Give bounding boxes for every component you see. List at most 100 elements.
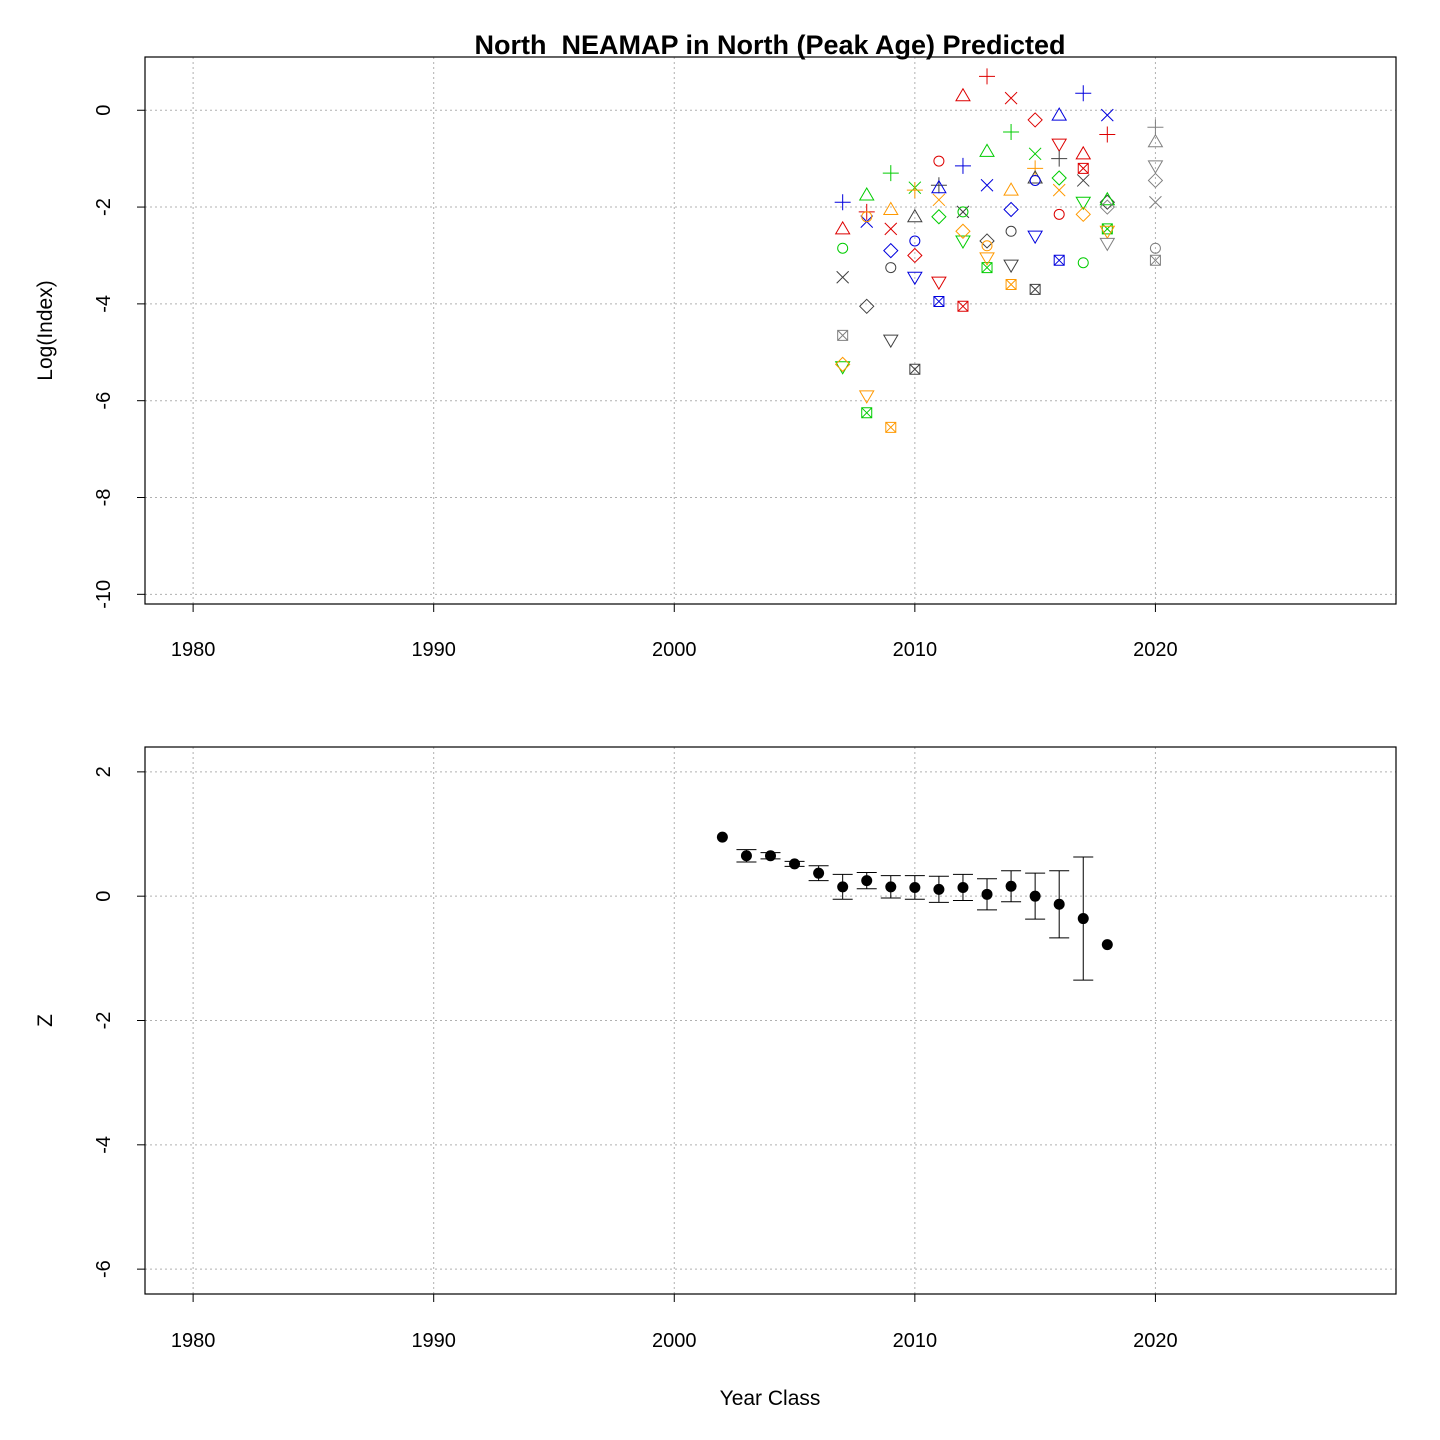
data-point — [1075, 206, 1091, 223]
x-tick-label: 1980 — [171, 639, 216, 661]
z-point — [909, 881, 921, 893]
data-point — [932, 193, 946, 207]
z-point-group — [977, 878, 998, 911]
data-point — [882, 334, 899, 349]
data-point — [1075, 85, 1092, 102]
data-point — [1147, 172, 1164, 189]
data-point — [909, 235, 921, 247]
x-tick-label: 1980 — [171, 1330, 216, 1352]
data-point — [1029, 174, 1041, 186]
z-point — [789, 858, 801, 870]
x-tick-label: 2010 — [893, 639, 938, 661]
z-point-group — [1025, 872, 1046, 920]
y-tick-label: -2 — [93, 1012, 115, 1030]
data-point — [1051, 150, 1068, 167]
y-tick-label: -4 — [93, 1136, 115, 1154]
x-tick-label: 1990 — [411, 639, 456, 661]
data-point — [981, 240, 993, 252]
data-point — [1029, 283, 1041, 295]
z-point-group — [1101, 939, 1113, 951]
y-tick-label: -6 — [93, 392, 115, 410]
data-point — [861, 211, 873, 223]
series-17 — [837, 329, 849, 341]
data-point — [883, 242, 899, 259]
data-point — [1053, 208, 1065, 220]
y-tick-label: -2 — [93, 198, 115, 216]
data-point — [1003, 259, 1019, 274]
data-point — [1147, 133, 1164, 148]
data-point — [1099, 191, 1116, 206]
data-point — [1076, 174, 1090, 187]
data-point — [1003, 201, 1019, 218]
series-9 — [909, 157, 1065, 266]
series-7 — [861, 182, 1017, 291]
y-tick-label: -4 — [93, 295, 115, 313]
x-tick-label: 2010 — [893, 1330, 938, 1352]
z-point — [716, 831, 728, 843]
data-point — [1027, 230, 1044, 245]
z-point-group — [952, 873, 973, 902]
z-point — [885, 881, 897, 893]
z-point — [813, 867, 825, 879]
data-point — [1027, 160, 1044, 177]
data-point — [1099, 126, 1116, 143]
data-point — [1028, 147, 1042, 161]
data-point — [858, 186, 875, 201]
data-point — [1099, 237, 1116, 252]
data-point — [957, 300, 969, 312]
z-point — [1029, 890, 1041, 902]
z-point-group — [1001, 870, 1022, 903]
z-point — [861, 875, 873, 887]
series-15 — [1053, 126, 1116, 220]
series-4 — [834, 194, 945, 307]
data-point — [979, 233, 995, 249]
z-point — [765, 850, 776, 862]
data-point — [931, 179, 947, 194]
data-point — [957, 206, 969, 218]
series-14 — [1029, 85, 1114, 186]
z-point — [1005, 880, 1017, 892]
series-10 — [933, 68, 1089, 174]
x-tick-label: 1990 — [411, 1330, 456, 1352]
z-point — [981, 888, 993, 900]
data-point — [1149, 242, 1161, 254]
series-18 — [1099, 199, 1116, 252]
data-point — [1099, 199, 1116, 215]
z-point-group — [1049, 870, 1070, 939]
data-point — [1052, 183, 1066, 197]
data-point — [1099, 225, 1116, 240]
x-tick-label: 2020 — [1133, 1330, 1178, 1352]
data-point — [909, 363, 921, 375]
x-tick-label: 2000 — [652, 1330, 697, 1352]
y-tick-label: 0 — [93, 105, 115, 116]
data-point — [931, 209, 947, 225]
x-axis-label: Year Class — [720, 1387, 821, 1410]
data-point — [955, 87, 971, 102]
data-point — [834, 220, 851, 235]
data-point — [834, 356, 851, 373]
series-1 — [836, 270, 921, 375]
data-point — [884, 222, 898, 236]
data-point — [1149, 195, 1162, 209]
z-point-group — [880, 875, 901, 899]
data-point — [882, 201, 899, 215]
data-point — [906, 271, 923, 286]
data-point — [906, 182, 923, 199]
z-point-group — [784, 858, 805, 870]
data-point — [1051, 107, 1068, 121]
data-point — [1005, 225, 1017, 237]
data-point — [906, 208, 923, 223]
z-point-group — [716, 831, 728, 843]
y-tick-label: -6 — [93, 1260, 115, 1278]
data-point — [1075, 145, 1092, 160]
data-point — [1053, 254, 1065, 266]
data-point — [979, 68, 996, 85]
data-point — [1147, 160, 1164, 174]
z-point — [933, 883, 945, 895]
z-point-group — [1073, 856, 1094, 981]
z-point-group — [904, 875, 925, 900]
data-point — [837, 242, 849, 254]
plot-frame — [144, 56, 1397, 605]
